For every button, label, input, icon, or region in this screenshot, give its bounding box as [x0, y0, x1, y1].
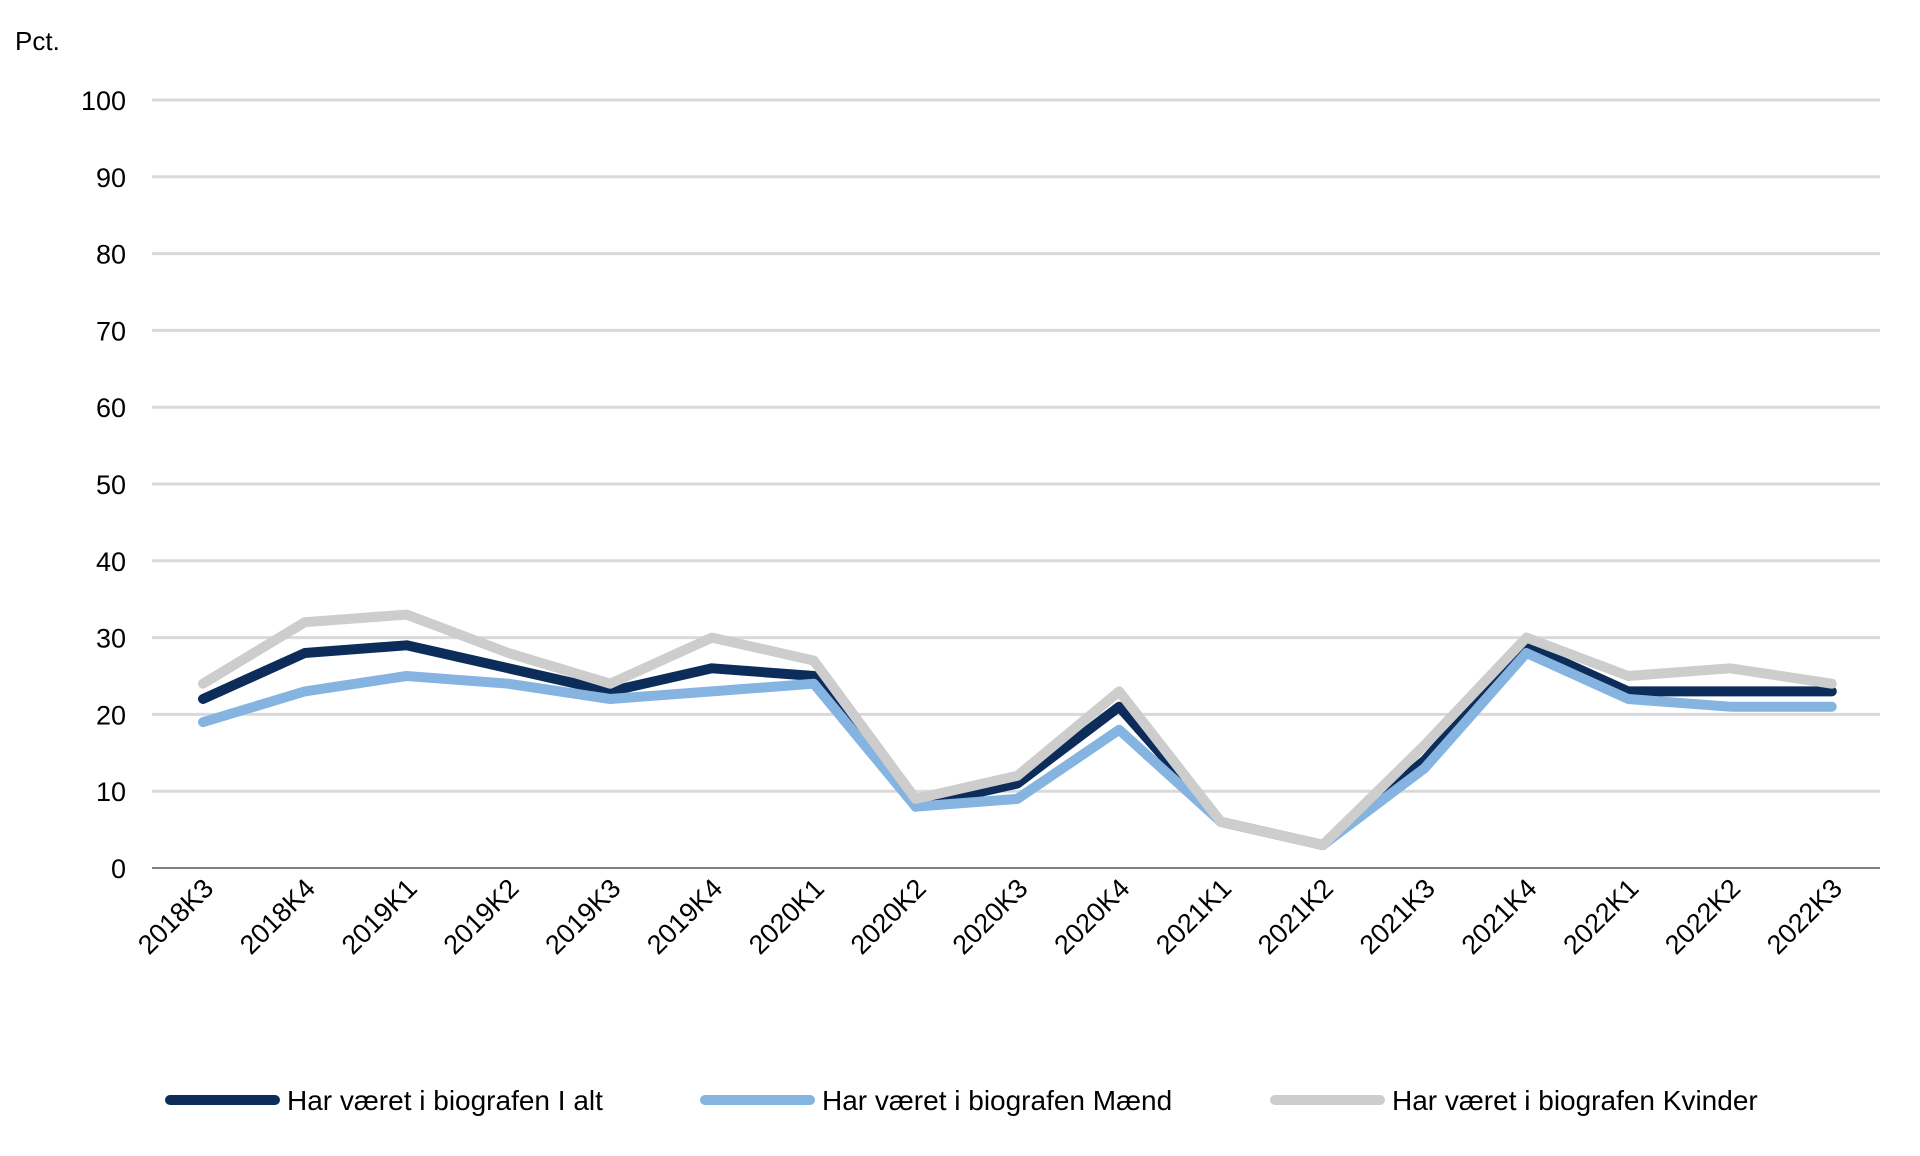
y-tick-label: 0 — [111, 854, 126, 884]
y-tick-label: 80 — [96, 240, 126, 270]
x-tick-label: 2020K1 — [743, 873, 830, 960]
x-tick-label: 2019K3 — [539, 873, 626, 960]
x-tick-label: 2019K1 — [336, 873, 423, 960]
y-tick-label: 50 — [96, 470, 126, 500]
legend-label: Har været i biografen Mænd — [822, 1085, 1172, 1116]
x-tick-label: 2021K4 — [1456, 873, 1543, 960]
x-tick-label: 2019K4 — [641, 873, 728, 960]
x-tick-label: 2019K2 — [438, 873, 525, 960]
x-tick-label: 2022K3 — [1761, 873, 1848, 960]
y-tick-label: 90 — [96, 163, 126, 193]
x-tick-label: 2022K1 — [1557, 873, 1644, 960]
legend: Har været i biografen I alt Har været i b… — [165, 1085, 1758, 1116]
gridlines — [152, 98, 1880, 869]
series-lines — [198, 609, 1837, 850]
legend-label: Har været i biografen Kvinder — [1392, 1085, 1758, 1116]
y-tick-label: 20 — [96, 700, 126, 730]
x-tick-label: 2022K2 — [1659, 873, 1746, 960]
y-tick-label: 40 — [96, 547, 126, 577]
y-axis-unit-label: Pct. — [15, 26, 60, 56]
y-tick-label: 10 — [96, 777, 126, 807]
y-tick-label: 100 — [81, 86, 126, 116]
x-tick-label: 2018K4 — [234, 873, 321, 960]
y-tick-label: 30 — [96, 624, 126, 654]
x-tick-label: 2020K4 — [1048, 873, 1135, 960]
x-tick-label: 2020K3 — [947, 873, 1034, 960]
x-tick-label: 2021K3 — [1354, 873, 1441, 960]
series-line-2 — [198, 609, 1837, 850]
series-line-1 — [198, 648, 1837, 850]
legend-label: Har været i biografen I alt — [287, 1085, 603, 1116]
y-tick-label: 60 — [96, 393, 126, 423]
y-tick-label: 70 — [96, 316, 126, 346]
x-tick-label: 2021K1 — [1150, 873, 1237, 960]
y-axis-ticks: 0 10 20 30 40 50 60 70 80 90 100 — [81, 86, 126, 884]
x-tick-label: 2020K2 — [845, 873, 932, 960]
x-tick-label: 2018K3 — [132, 873, 219, 960]
series-line-0 — [198, 640, 1837, 850]
x-tick-label: 2021K2 — [1252, 873, 1339, 960]
x-axis-ticks: 2018K3 2018K4 2019K1 2019K2 2019K3 2019K4 2020… — [132, 873, 1848, 960]
